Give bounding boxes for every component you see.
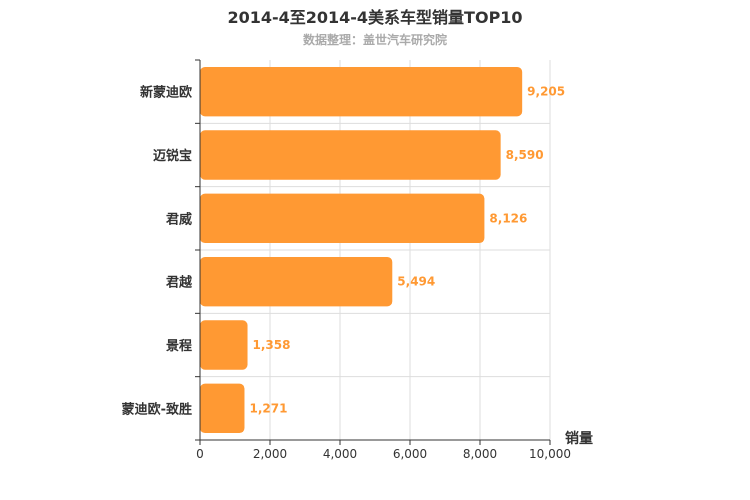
x-tick-label: 0 — [196, 447, 204, 461]
data-label: 1,358 — [253, 338, 291, 352]
x-tick-label: 10,000 — [529, 447, 571, 461]
data-label: 5,494 — [397, 275, 435, 289]
data-label: 8,126 — [489, 211, 527, 225]
chart-subtitle: 数据整理：盖世汽车研究院 — [302, 33, 447, 47]
grid-lines — [200, 60, 551, 440]
bars: 9,205 8,590 8,126 5,494 1,358 1,271 — [200, 66, 565, 434]
y-tick-label: 新蒙迪欧 — [140, 85, 192, 101]
bar — [200, 383, 245, 434]
y-tick-label: 君威 — [166, 211, 192, 227]
data-label: 1,271 — [249, 401, 287, 415]
data-label: 8,590 — [506, 148, 544, 162]
y-tick-label: 迈锐宝 — [153, 148, 192, 164]
bar — [200, 130, 501, 180]
x-tick-label: 6,000 — [393, 447, 427, 461]
y-tick-label: 君越 — [166, 275, 193, 291]
chart-title: 2014-4至2014-4美系车型销量TOP10 — [227, 8, 523, 27]
x-axis-title: 销量 — [565, 430, 593, 447]
x-tick-label: 8,000 — [463, 447, 497, 461]
y-tick-label: 景程 — [166, 339, 192, 354]
bar — [200, 66, 523, 117]
y-tick-label: 蒙迪欧-致胜 — [122, 401, 192, 417]
bar — [200, 256, 393, 307]
x-tick-label: 4,000 — [323, 447, 357, 461]
data-label: 9,205 — [527, 85, 565, 99]
x-tick-label: 2,000 — [253, 447, 287, 461]
bar — [200, 193, 485, 244]
bar — [200, 320, 248, 370]
